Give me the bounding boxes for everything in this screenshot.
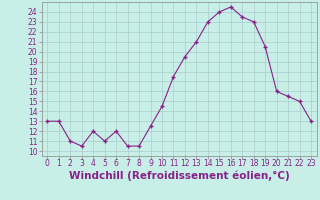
X-axis label: Windchill (Refroidissement éolien,°C): Windchill (Refroidissement éolien,°C) [69, 171, 290, 181]
